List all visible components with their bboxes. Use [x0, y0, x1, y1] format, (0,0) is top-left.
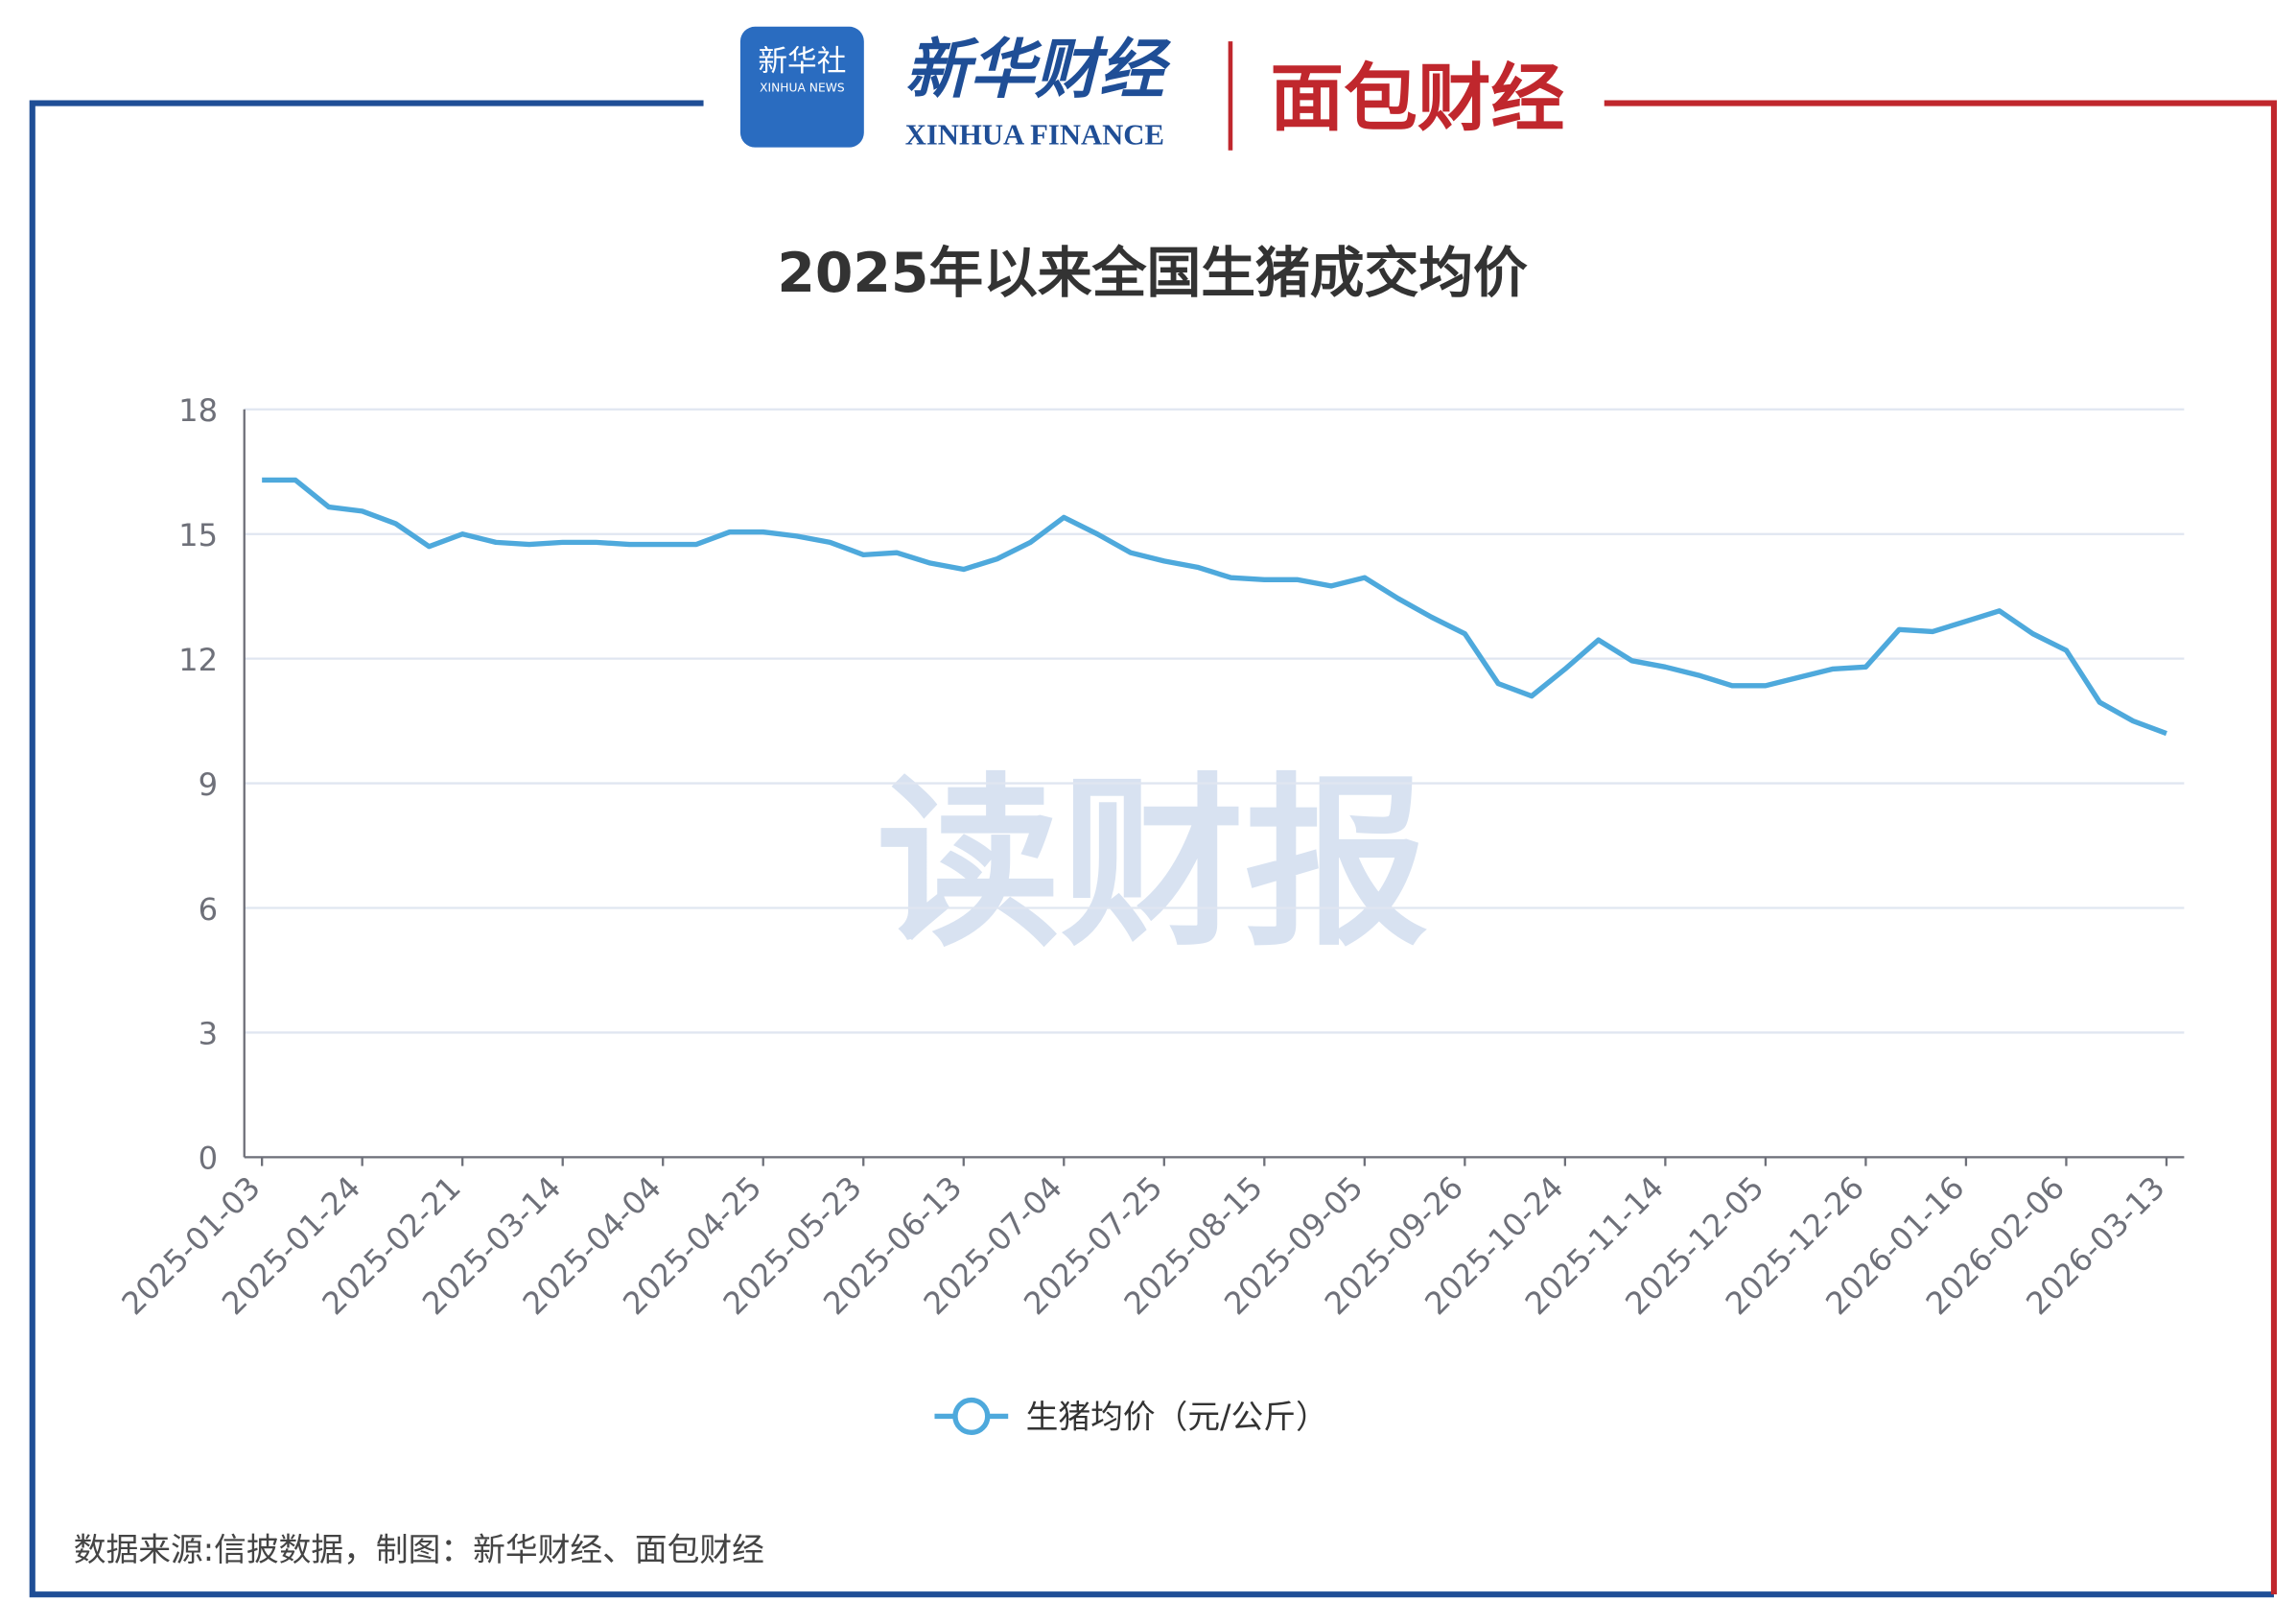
y-tick-label: 15	[178, 517, 218, 553]
logo-text-en: XINHUA FINANCE	[905, 119, 1164, 152]
y-tick-label: 9	[199, 766, 219, 803]
legend-icon	[952, 1397, 991, 1436]
frame-left	[29, 100, 2274, 1598]
frame-right	[1604, 100, 2278, 1595]
badge-text-en: XINHUA NEWS	[760, 81, 845, 94]
line	[262, 477, 2167, 737]
y-tick-label: 12	[178, 642, 218, 678]
legend-label: 生猪均价（元/公斤）	[1026, 1399, 1328, 1436]
y-tick-label: 18	[178, 392, 218, 429]
watermark: 读财报	[877, 758, 1428, 972]
xinhua-badge	[739, 26, 864, 148]
logo-text: 面包财经	[1270, 57, 1564, 142]
logo-text: 新华财经	[905, 34, 1172, 106]
source: 数据来源:信披数据，制图：新华财经、面包财经	[74, 1531, 764, 1568]
y-tick-label: 6	[199, 891, 219, 928]
badge-text: 新华社	[758, 45, 846, 79]
chart-title: 2025年以来全国生猪成交均价	[777, 242, 1528, 305]
y-tick-label: 3	[199, 1016, 219, 1052]
y-tick-label: 0	[199, 1141, 219, 1177]
